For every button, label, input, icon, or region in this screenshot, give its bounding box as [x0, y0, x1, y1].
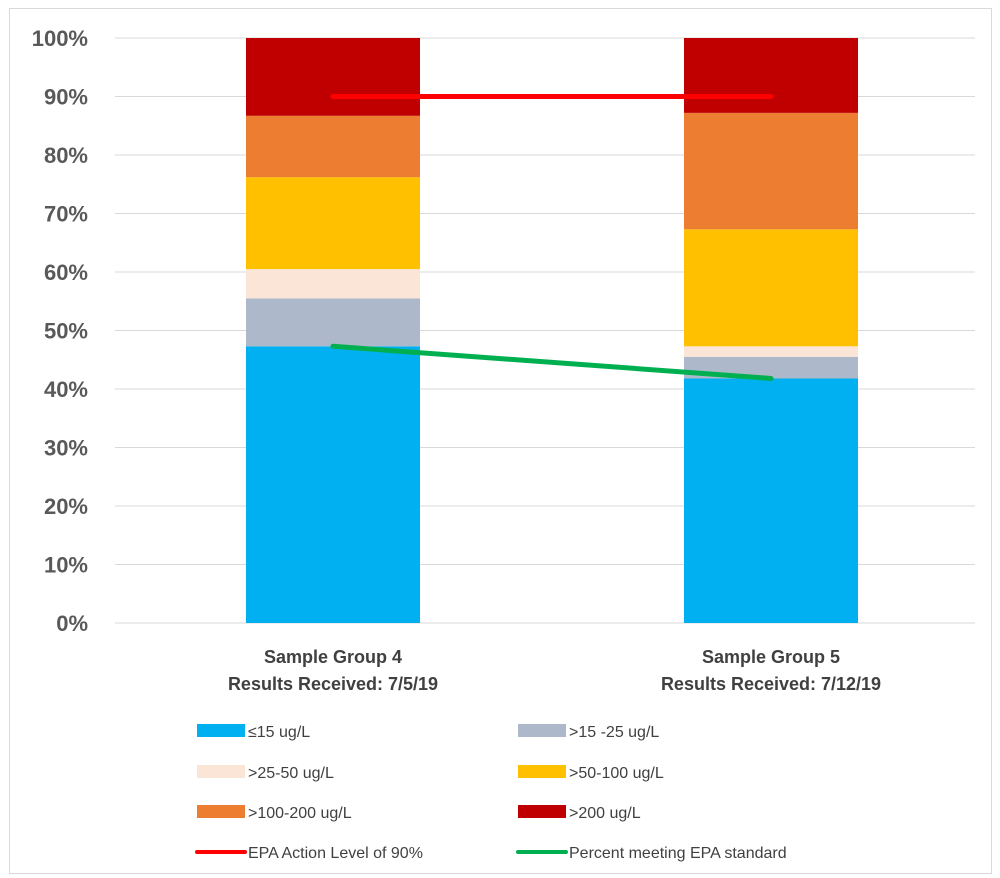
bar-segment	[246, 38, 420, 116]
y-tick-label: 70%	[44, 202, 88, 227]
bar-segment	[246, 346, 420, 623]
y-tick-label: 100%	[32, 26, 88, 51]
legend-label: ≤15 ug/L	[248, 724, 310, 741]
bar-segment	[246, 115, 420, 178]
y-tick-label: 30%	[44, 436, 88, 461]
y-axis: 0% 10% 20% 30% 40% 50% 60% 70% 80% 90% 100%	[32, 26, 88, 636]
y-tick-label: 80%	[44, 143, 88, 168]
bar-segment	[246, 298, 420, 347]
bar-segment	[246, 177, 420, 270]
bar-segment	[684, 38, 858, 113]
legend-label: EPA Action Level of 90%	[248, 845, 423, 862]
bar-segment	[684, 229, 858, 347]
legend-swatch	[518, 805, 566, 818]
y-tick-label: 40%	[44, 377, 88, 402]
legend: ≤15 ug/L >15 -25 ug/L >25-50 ug/L >50-100 u…	[195, 724, 787, 862]
legend-swatch	[197, 765, 245, 778]
y-tick-label: 90%	[44, 85, 88, 110]
legend-swatch	[197, 724, 245, 737]
legend-swatch	[197, 805, 245, 818]
bar-segment	[246, 269, 420, 299]
x-axis: Sample Group 4 Results Received: 7/5/19 Sa…	[228, 647, 881, 694]
bar-segment	[684, 112, 858, 230]
legend-label: >25-50 ug/L	[248, 765, 334, 782]
bars	[246, 38, 858, 623]
bar-segment	[684, 378, 858, 623]
legend-label: >15 -25 ug/L	[569, 724, 659, 741]
legend-label: Percent meeting EPA standard	[569, 845, 787, 862]
y-tick-label: 20%	[44, 494, 88, 519]
y-tick-label: 50%	[44, 319, 88, 344]
chart-frame	[9, 8, 992, 874]
legend-label: >200 ug/L	[569, 805, 641, 822]
y-tick-label: 60%	[44, 260, 88, 285]
y-tick-label: 0%	[56, 611, 88, 636]
overlay-lines	[330, 94, 774, 381]
x-category-label: Sample Group 5	[702, 647, 840, 667]
x-category-label: Results Received: 7/5/19	[228, 674, 438, 694]
bar-segment	[684, 346, 858, 357]
legend-label: >100-200 ug/L	[248, 805, 352, 822]
y-tick-label: 10%	[44, 553, 88, 578]
x-category-label: Results Received: 7/12/19	[661, 674, 881, 694]
legend-swatch	[518, 724, 566, 737]
legend-label: >50-100 ug/L	[569, 765, 664, 782]
series-line	[330, 343, 774, 381]
legend-swatch	[518, 765, 566, 778]
x-category-label: Sample Group 4	[264, 647, 402, 667]
